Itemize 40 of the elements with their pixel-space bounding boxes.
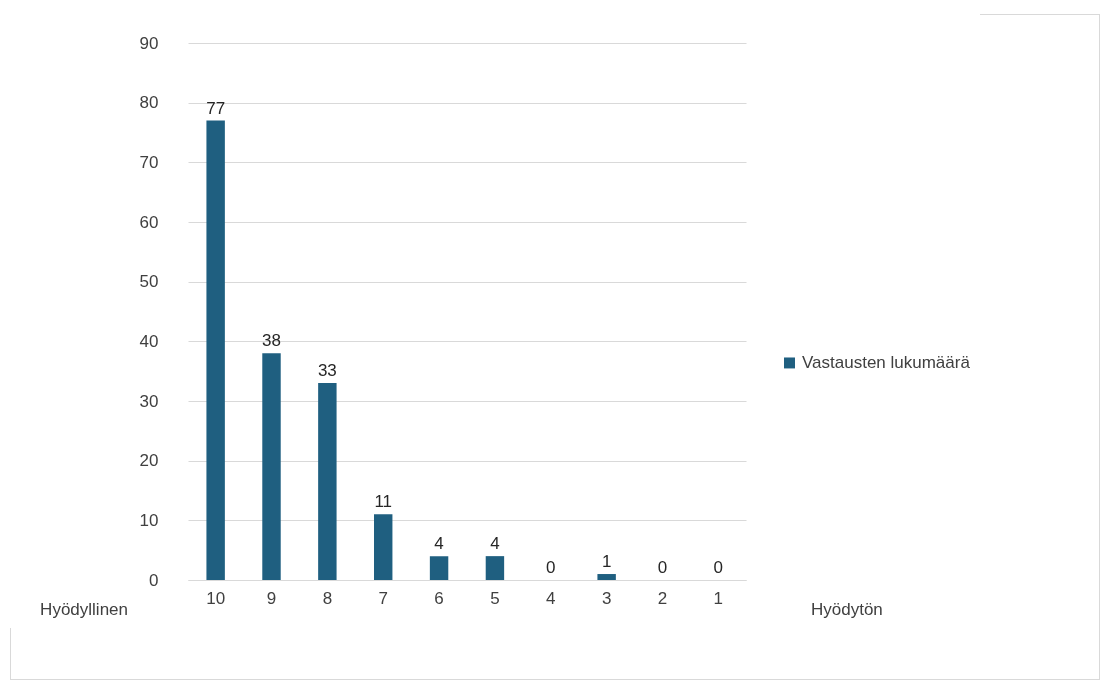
- data-label: 77: [206, 98, 226, 118]
- text: Hyödyllinen: [40, 600, 128, 619]
- y-tick-label: 90: [139, 33, 159, 53]
- data-label: 33: [317, 361, 337, 381]
- y-tick-label: 0: [149, 570, 159, 590]
- x-tick-label: 7: [378, 588, 388, 608]
- data-label: 4: [490, 534, 500, 554]
- x-tick-label: 3: [601, 588, 612, 608]
- y-tick-label: 50: [139, 272, 159, 292]
- bar: [485, 556, 505, 580]
- data-label: 1: [601, 552, 612, 572]
- data-label: 0: [713, 558, 724, 577]
- x-tick-label: 2: [657, 588, 668, 608]
- x-tick-label: 8: [322, 588, 333, 608]
- bar: [429, 556, 449, 580]
- y-tick-label: 60: [139, 212, 159, 232]
- x-tick-label: 10: [206, 588, 226, 608]
- text: Hyödytön: [811, 600, 883, 619]
- data-label: 38: [262, 331, 281, 351]
- x-tick-label: 4: [546, 588, 556, 608]
- bar: [206, 120, 225, 580]
- data-label: 0: [546, 558, 556, 577]
- bar: [597, 574, 616, 580]
- y-tick-label: 20: [139, 451, 159, 471]
- legend-label: Vastausten lukumäärä: [802, 352, 971, 372]
- data-label: 11: [374, 492, 393, 512]
- y-tick-label: 40: [139, 331, 159, 351]
- x-tick-label: 9: [266, 588, 277, 608]
- data-label: 4: [434, 534, 444, 554]
- x-tick-label: 6: [434, 588, 444, 608]
- bar: [262, 353, 281, 580]
- data-label: 0: [657, 558, 668, 577]
- y-tick-label: 70: [139, 152, 159, 172]
- x-tick-label: 5: [490, 588, 500, 608]
- y-tick-label: 80: [139, 93, 159, 113]
- bar: [374, 514, 393, 580]
- y-tick-label: 10: [139, 510, 159, 530]
- y-tick-label: 30: [139, 391, 159, 411]
- bar: [318, 383, 337, 580]
- x-tick-label: 1: [713, 588, 724, 608]
